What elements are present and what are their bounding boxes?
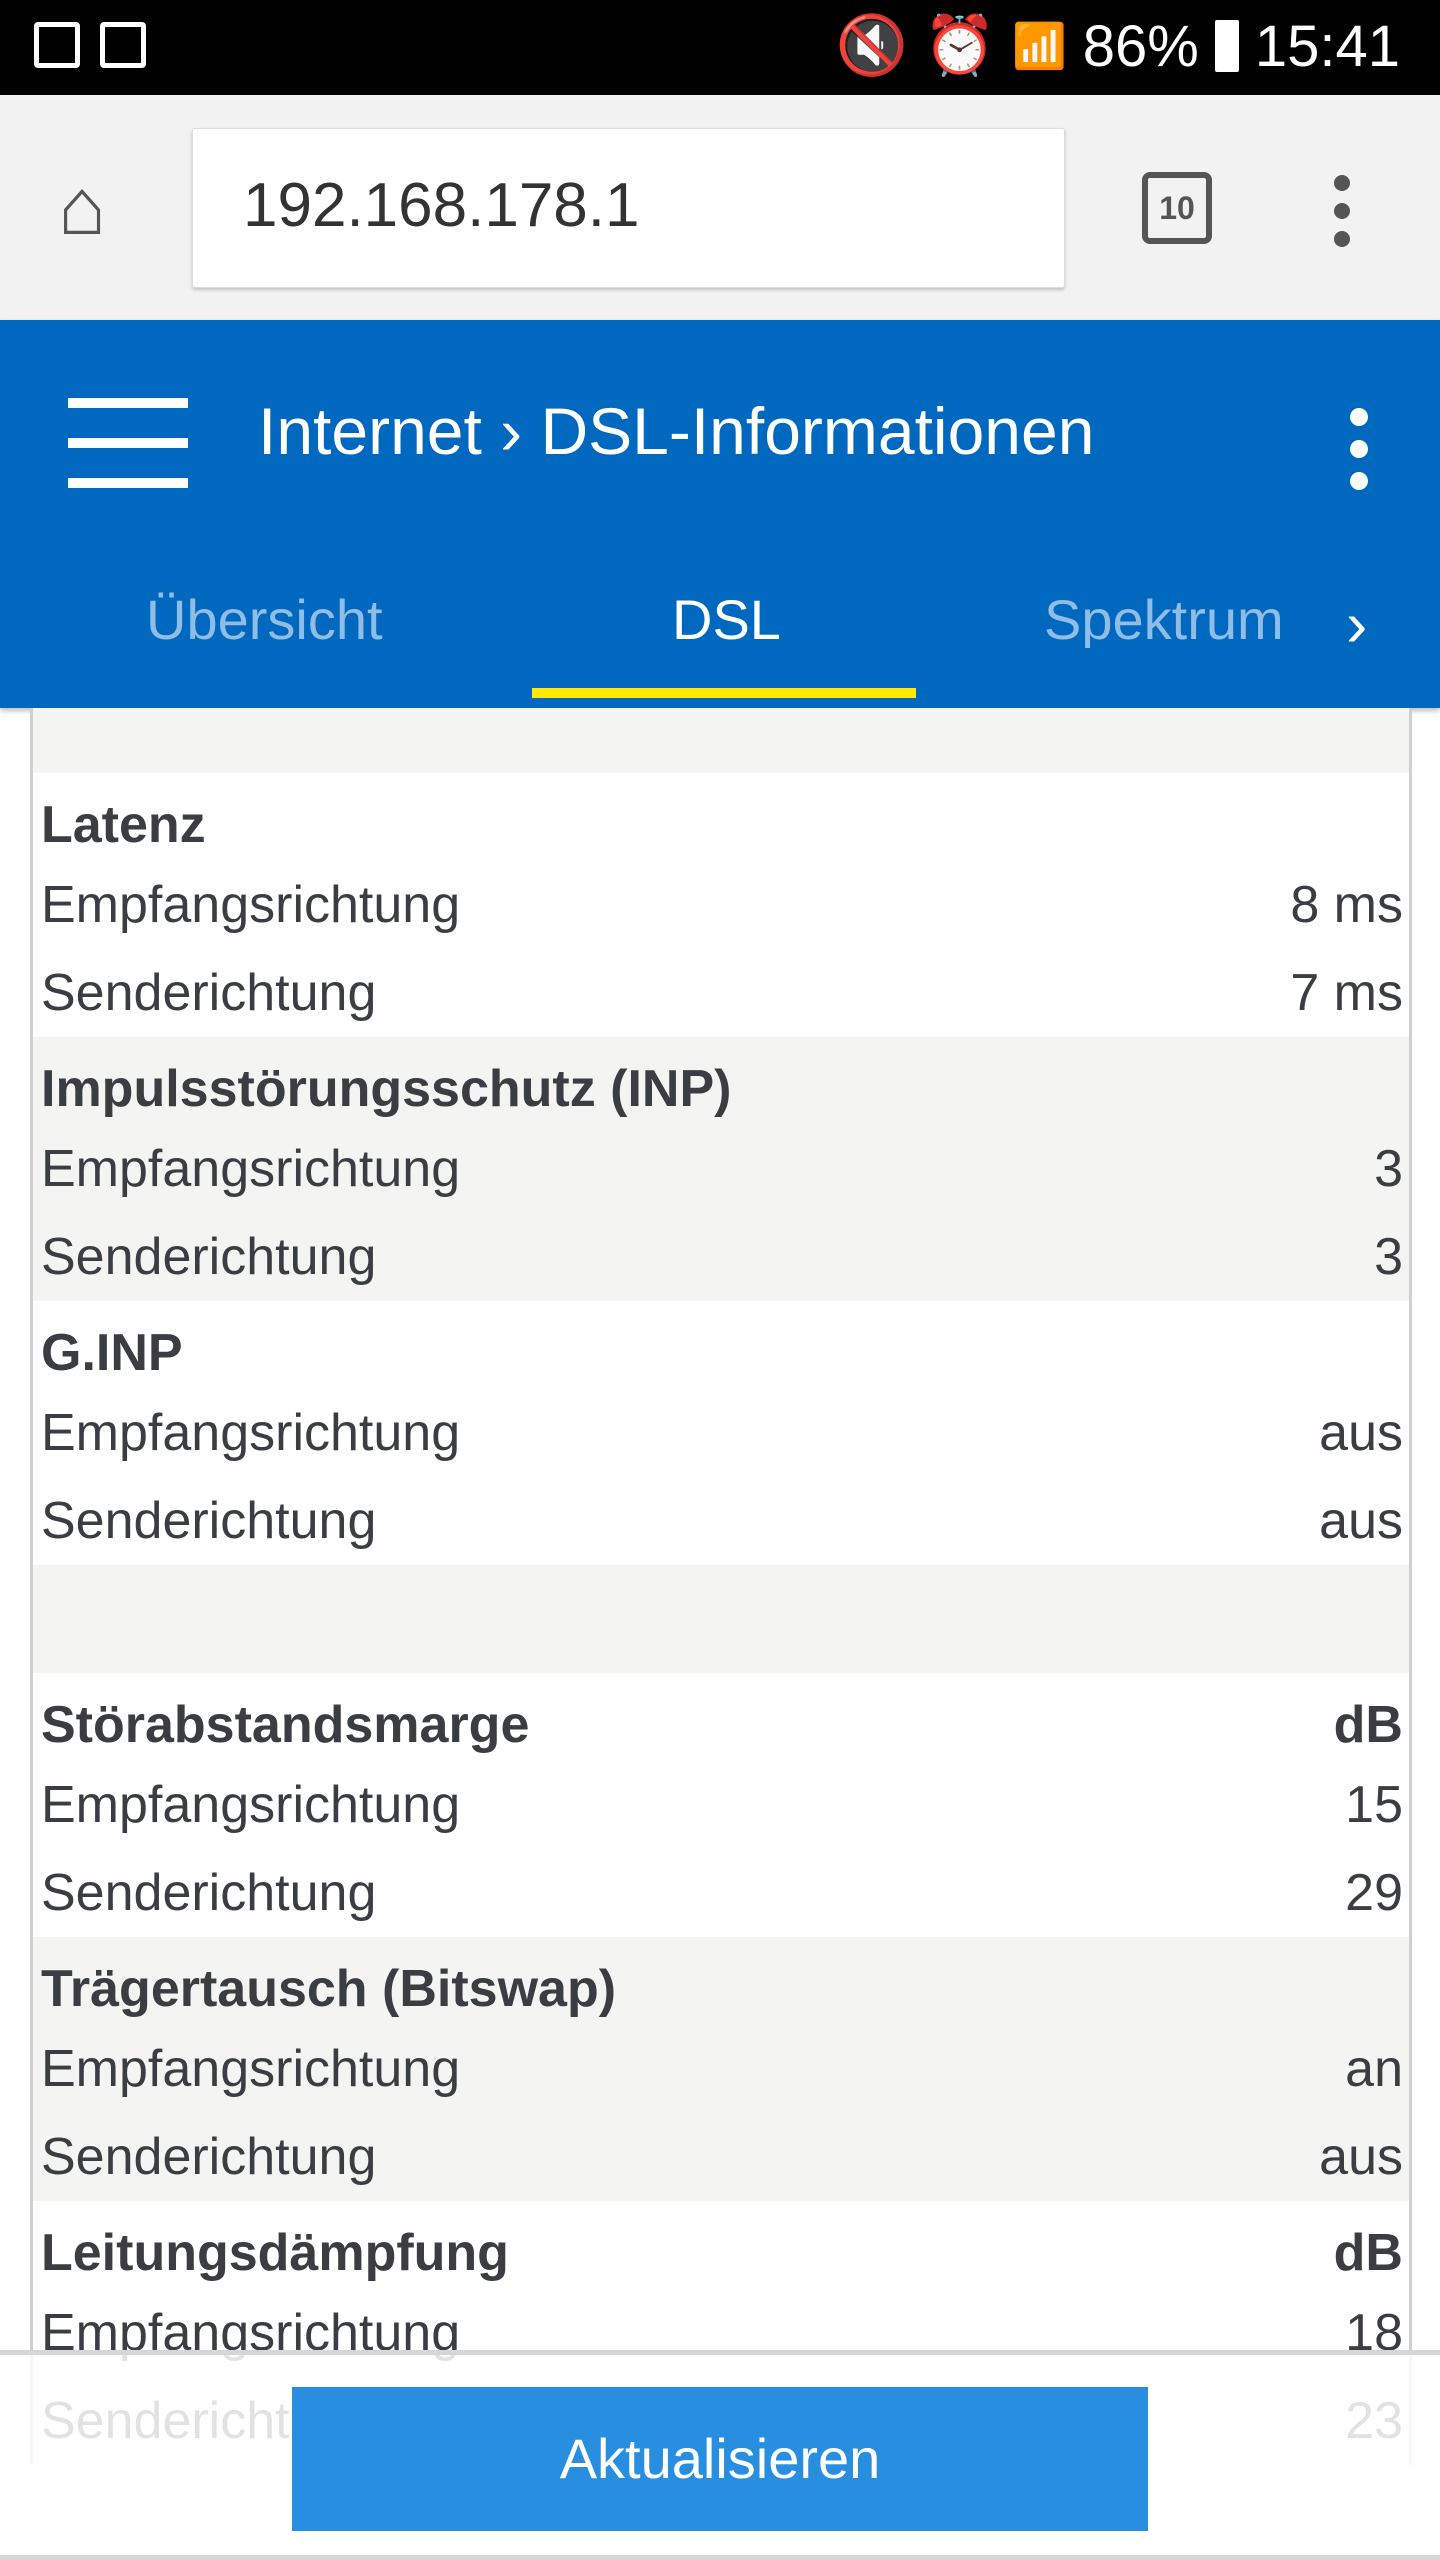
row-label: Empfangsrichtung [41, 876, 461, 934]
info-row: Empfangsrichtung aus [33, 1389, 1409, 1477]
row-label: Senderichtung [41, 1228, 377, 1286]
footer-bar: Aktualisieren [0, 2350, 1440, 2560]
row-value: 15 [1345, 1776, 1403, 1834]
url-bar[interactable]: 192.168.178.1 [192, 128, 1065, 288]
refresh-button[interactable]: Aktualisieren [292, 2387, 1148, 2531]
chevron-right-icon[interactable]: › [1346, 588, 1368, 660]
section-title: Impulsstörungsschutz (INP) [41, 1060, 732, 1118]
info-section: Trägertausch (Bitswap) Empfangsrichtung an… [33, 1937, 1409, 2201]
section-title: Trägertausch (Bitswap) [41, 1960, 617, 2018]
wifi-icon: 📶 [1011, 22, 1067, 71]
info-row: Empfangsrichtung 15 [33, 1761, 1409, 1849]
row-value: 3 [1374, 1140, 1403, 1198]
info-section: Störabstandsmarge dB Empfangsrichtung 15 Sen… [33, 1673, 1409, 1937]
section-heading: G.INP [33, 1323, 1409, 1389]
section-unit: dB [1333, 1696, 1403, 1754]
info-row: Senderichtung 29 [33, 1849, 1409, 1937]
browser-toolbar: ⌂ 192.168.178.1 10 [0, 95, 1440, 320]
browser-menu-icon[interactable] [1334, 175, 1358, 247]
section-title: Störabstandsmarge [41, 1696, 530, 1754]
info-row: Empfangsrichtung 8 ms [33, 861, 1409, 949]
info-row: Empfangsrichtung 3 [33, 1125, 1409, 1213]
battery-icon [1214, 20, 1239, 72]
section-heading: Störabstandsmarge dB [33, 1695, 1409, 1761]
home-icon[interactable]: ⌂ [58, 162, 107, 251]
section-heading: Trägertausch (Bitswap) [33, 1959, 1409, 2025]
row-label: Empfangsrichtung [41, 1404, 461, 1462]
section-heading: Latenz [33, 795, 1409, 861]
row-label: Senderichtung [41, 2128, 377, 2186]
row-label: Empfangsrichtung [41, 2040, 461, 2098]
row-label: Senderichtung [41, 964, 377, 1022]
info-row: Empfangsrichtung an [33, 2025, 1409, 2113]
row-value: 3 [1374, 1228, 1403, 1286]
row-value: 29 [1345, 1864, 1403, 1922]
row-value: an [1345, 2040, 1403, 2098]
battery-percent: 86% [1082, 13, 1199, 79]
gallery-icon [34, 22, 80, 68]
section-title: G.INP [41, 1324, 183, 1382]
section-unit: dB [1333, 2224, 1403, 2282]
page-title: Internet › DSL-Informationen [258, 394, 1095, 468]
tab-uebersicht[interactable]: Übersicht [146, 588, 383, 651]
status-bar: 🔇 ⏰ 📶 86% 15:41 [0, 0, 1440, 95]
section-title: Latenz [41, 796, 206, 854]
info-section: Latenz Empfangsrichtung 8 ms Senderichtung 7… [33, 773, 1409, 1037]
row-label: Senderichtung [41, 1864, 377, 1922]
info-row: Senderichtung aus [33, 1477, 1409, 1565]
info-section: G.INP Empfangsrichtung aus Senderichtung aus [33, 1301, 1409, 1565]
row-label: Empfangsrichtung [41, 1140, 461, 1198]
row-label: Empfangsrichtung [41, 1776, 461, 1834]
dsl-info-list: Latenz Empfangsrichtung 8 ms Senderichtung 7… [30, 708, 1412, 2465]
row-label: Senderichtung [41, 1492, 377, 1550]
more-menu-icon[interactable] [1350, 408, 1368, 490]
section-title: Leitungsdämpfung [41, 2224, 509, 2282]
row-value: aus [1319, 1492, 1403, 1550]
hamburger-menu-icon[interactable] [68, 398, 188, 488]
task-icon [100, 22, 146, 68]
section-spacer [33, 708, 1409, 773]
app-header: Internet › DSL-Informationen Übersicht D… [0, 320, 1440, 708]
row-value: aus [1319, 2128, 1403, 2186]
tab-spektrum[interactable]: Spektrum [1044, 592, 1284, 648]
section-spacer [33, 1565, 1409, 1673]
info-row: Senderichtung 7 ms [33, 949, 1409, 1037]
alarm-icon: ⏰ [923, 13, 996, 78]
clock: 15:41 [1254, 13, 1400, 79]
row-value: 7 ms [1290, 964, 1403, 1022]
row-value: 8 ms [1290, 876, 1403, 934]
section-heading: Leitungsdämpfung dB [33, 2223, 1409, 2289]
info-section: Impulsstörungsschutz (INP) Empfangsrichtu… [33, 1037, 1409, 1301]
tab-switcher-button[interactable]: 10 [1142, 172, 1212, 244]
info-row: Senderichtung 3 [33, 1213, 1409, 1301]
tab-dsl[interactable]: DSL [672, 588, 781, 651]
section-heading: Impulsstörungsschutz (INP) [33, 1059, 1409, 1125]
mute-vibrate-icon: 🔇 [835, 13, 908, 78]
info-row: Senderichtung aus [33, 2113, 1409, 2201]
row-value: aus [1319, 1404, 1403, 1462]
active-tab-indicator [532, 688, 916, 698]
